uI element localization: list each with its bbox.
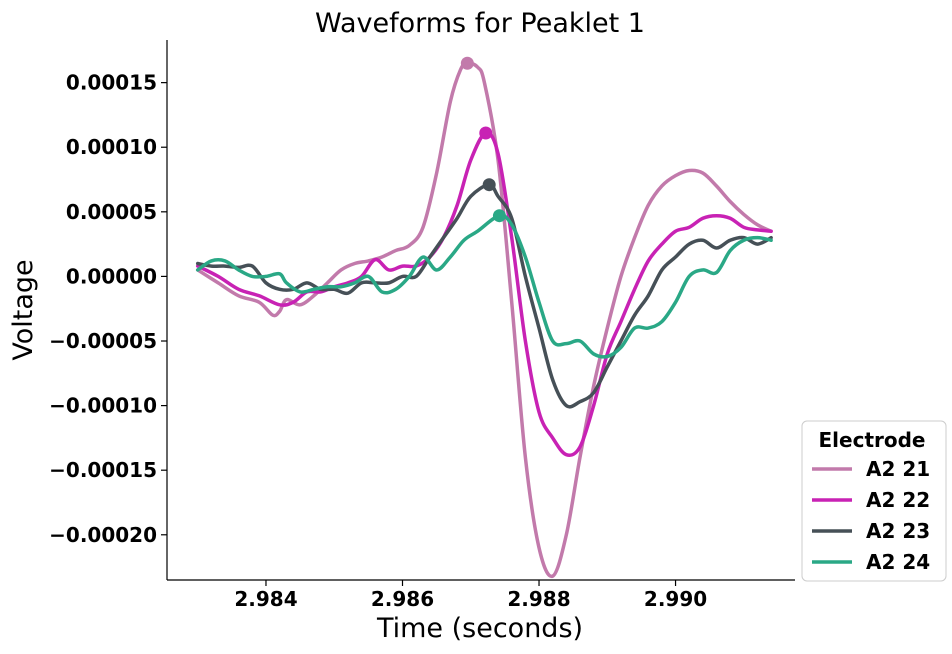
legend-items: A2 21 A2 22 A2 23 A2 24 <box>812 457 930 574</box>
x-tick-label: 2.984 <box>234 587 297 611</box>
legend-box <box>801 420 947 582</box>
legend-label-a2-22: A2 22 <box>866 488 930 512</box>
legend-title: Electrode <box>819 428 926 452</box>
peak-marker-a2-22 <box>479 126 493 140</box>
series-line-a2-22 <box>195 131 773 458</box>
y-ticks: 0.00015 0.00010 0.00005 0.00000 −0.00005 −0.0… <box>49 71 167 547</box>
chart-title: Waveforms for Peaklet 1 <box>315 8 645 39</box>
series-line-a2-23 <box>195 182 773 409</box>
x-ticks: 2.984 2.986 2.988 2.990 <box>234 580 707 611</box>
y-tick-label: 0.00005 <box>66 200 157 224</box>
legend-label-a2-23: A2 23 <box>866 519 930 543</box>
x-tick-label: 2.990 <box>644 587 707 611</box>
x-axis-label: Time (seconds) <box>376 613 583 644</box>
plot-area <box>195 56 773 579</box>
series-line-a2-24 <box>195 213 773 359</box>
peak-marker-a2-21 <box>460 56 474 70</box>
legend: Electrode A2 21 A2 22 A2 23 A2 24 <box>801 420 947 582</box>
peak-marker-a2-23 <box>482 178 496 192</box>
series-line-a2-21 <box>195 61 773 579</box>
legend-label-a2-21: A2 21 <box>866 457 930 481</box>
y-tick-label: −0.00020 <box>49 523 157 547</box>
y-tick-label: −0.00005 <box>49 329 157 353</box>
y-tick-label: 0.00010 <box>66 135 157 159</box>
y-tick-label: −0.00015 <box>49 458 157 482</box>
y-tick-label: 0.00000 <box>66 264 157 288</box>
y-tick-label: −0.00010 <box>49 394 157 418</box>
peak-marker-a2-24 <box>492 209 506 223</box>
x-tick-label: 2.988 <box>507 587 570 611</box>
y-tick-label: 0.00015 <box>66 71 157 95</box>
y-axis-label: Voltage <box>8 259 39 360</box>
x-tick-label: 2.986 <box>371 587 434 611</box>
legend-label-a2-24: A2 24 <box>866 550 930 574</box>
